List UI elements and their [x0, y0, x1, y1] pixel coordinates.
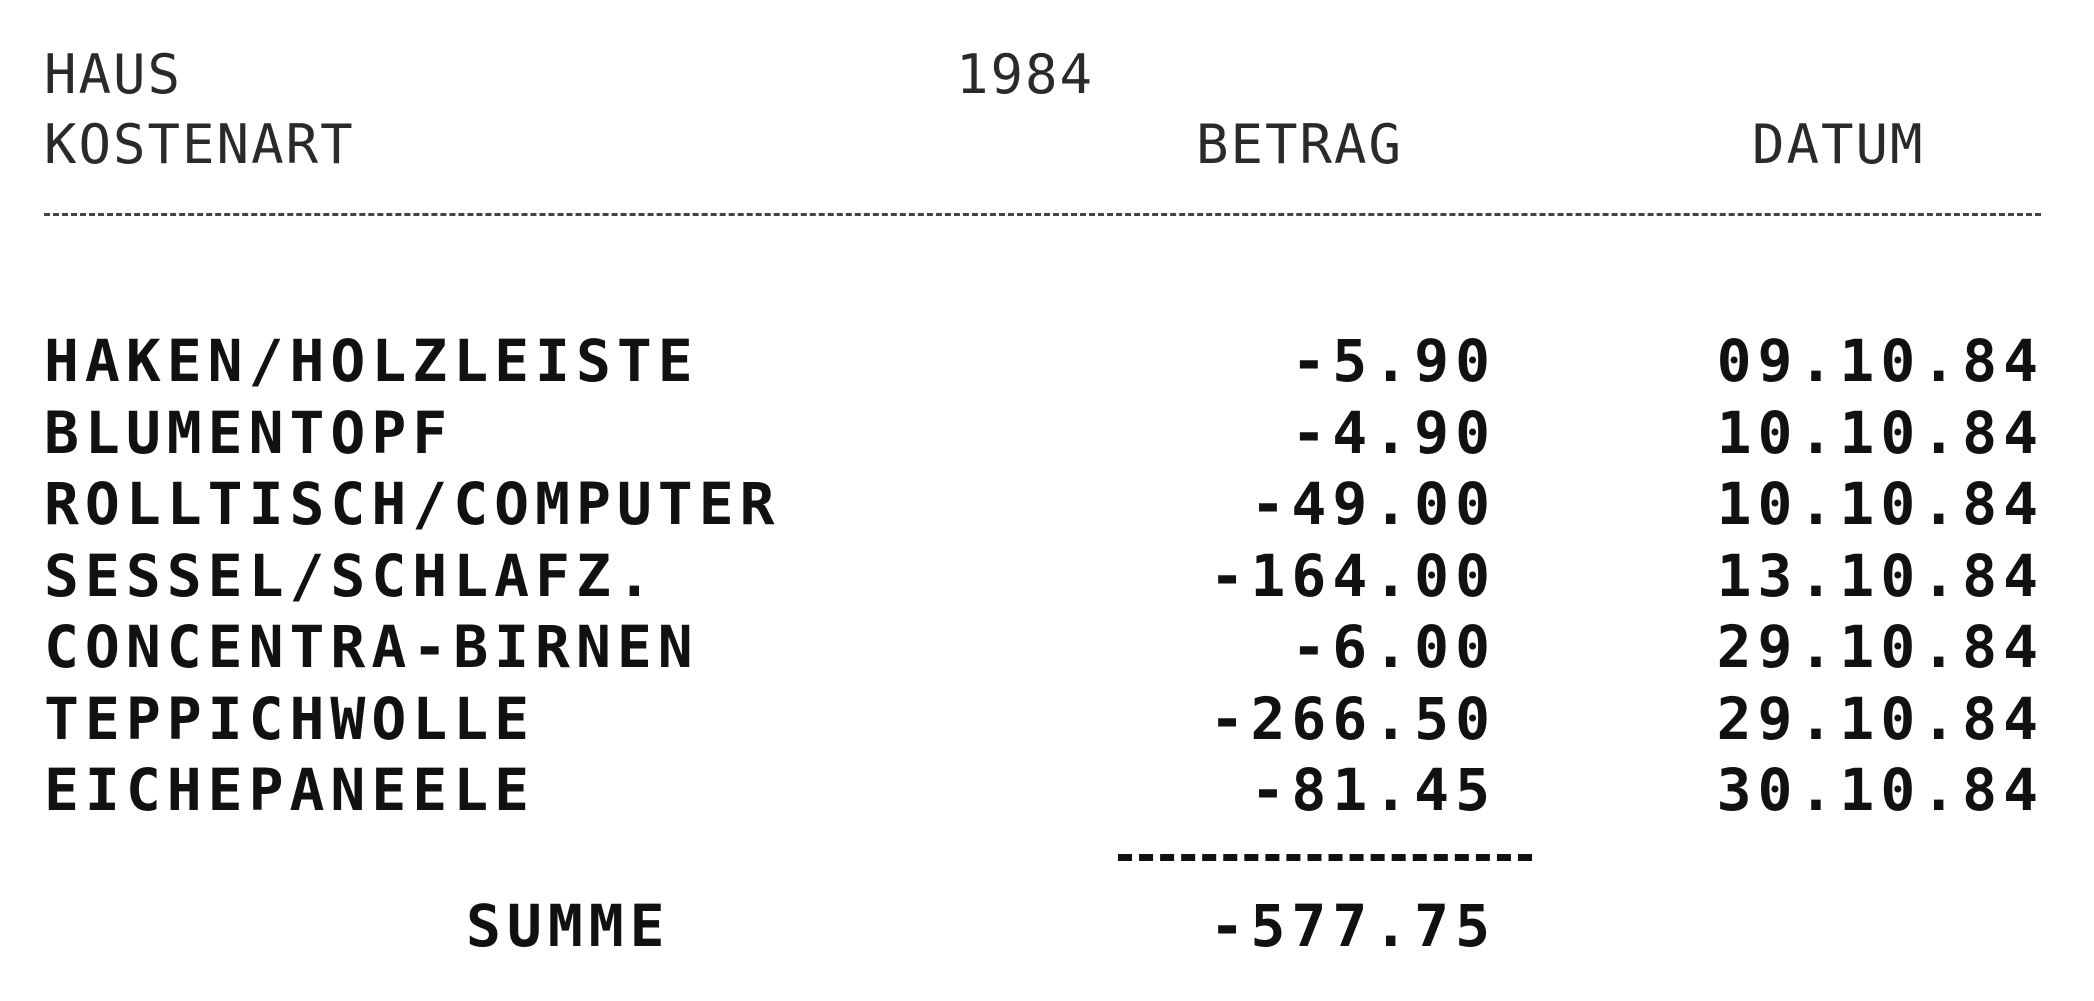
row-date: 29.10.84 [1716, 684, 2044, 753]
row-amount: -164.00 [1209, 541, 1496, 610]
row-date: 30.10.84 [1716, 756, 2044, 824]
sum-label: SUMME [466, 892, 671, 960]
row-item: TEPPICHWOLLE [44, 684, 536, 753]
column-header-betrag: BETRAG [1196, 113, 1404, 176]
table-row: EICHEPANEELE -81.45 30.10.84 [0, 755, 2094, 827]
row-amount: -49.00 [1250, 470, 1496, 538]
row-amount: -266.50 [1209, 684, 1496, 753]
header-divider [44, 213, 2041, 216]
row-item: ROLLTISCH/COMPUTER [44, 470, 781, 538]
row-amount: -5.90 [1291, 327, 1496, 395]
row-date: 09.10.84 [1716, 327, 2044, 395]
row-date: 10.10.84 [1716, 398, 2044, 467]
table-row: CONCENTRA-BIRNEN -6.00 29.10.84 [0, 612, 2094, 684]
table-row: TEPPICHWOLLE -266.50 29.10.84 [0, 684, 2094, 756]
table-row: SESSEL/SCHLAFZ. -164.00 13.10.84 [0, 541, 2094, 613]
row-item: HAKEN/HOLZLEISTE [44, 327, 699, 395]
table-row: BLUMENTOPF -4.90 10.10.84 [0, 398, 2094, 470]
row-date: 10.10.84 [1716, 470, 2044, 538]
category-title: HAUS [44, 43, 183, 106]
sum-divider [1118, 854, 1532, 861]
column-header-kostenart: KOSTENART [44, 113, 355, 176]
row-item: SESSEL/SCHLAFZ. [44, 541, 658, 610]
year-label: 1984 [956, 43, 1095, 106]
table-row: HAKEN/HOLZLEISTE -5.90 09.10.84 [0, 326, 2094, 398]
sum-value: -577.75 [1209, 892, 1496, 960]
row-item: BLUMENTOPF [44, 398, 454, 467]
expense-table: HAKEN/HOLZLEISTE -5.90 09.10.84 BLUMENTO… [0, 326, 2094, 827]
row-item: CONCENTRA-BIRNEN [44, 613, 699, 681]
row-amount: -4.90 [1291, 398, 1496, 467]
row-date: 29.10.84 [1716, 613, 2044, 681]
column-header-datum: DATUM [1752, 113, 1925, 176]
row-date: 13.10.84 [1716, 541, 2044, 610]
row-amount: -6.00 [1291, 613, 1496, 681]
row-amount: -81.45 [1250, 756, 1496, 824]
row-item: EICHEPANEELE [44, 756, 536, 824]
table-row: ROLLTISCH/COMPUTER -49.00 10.10.84 [0, 469, 2094, 541]
